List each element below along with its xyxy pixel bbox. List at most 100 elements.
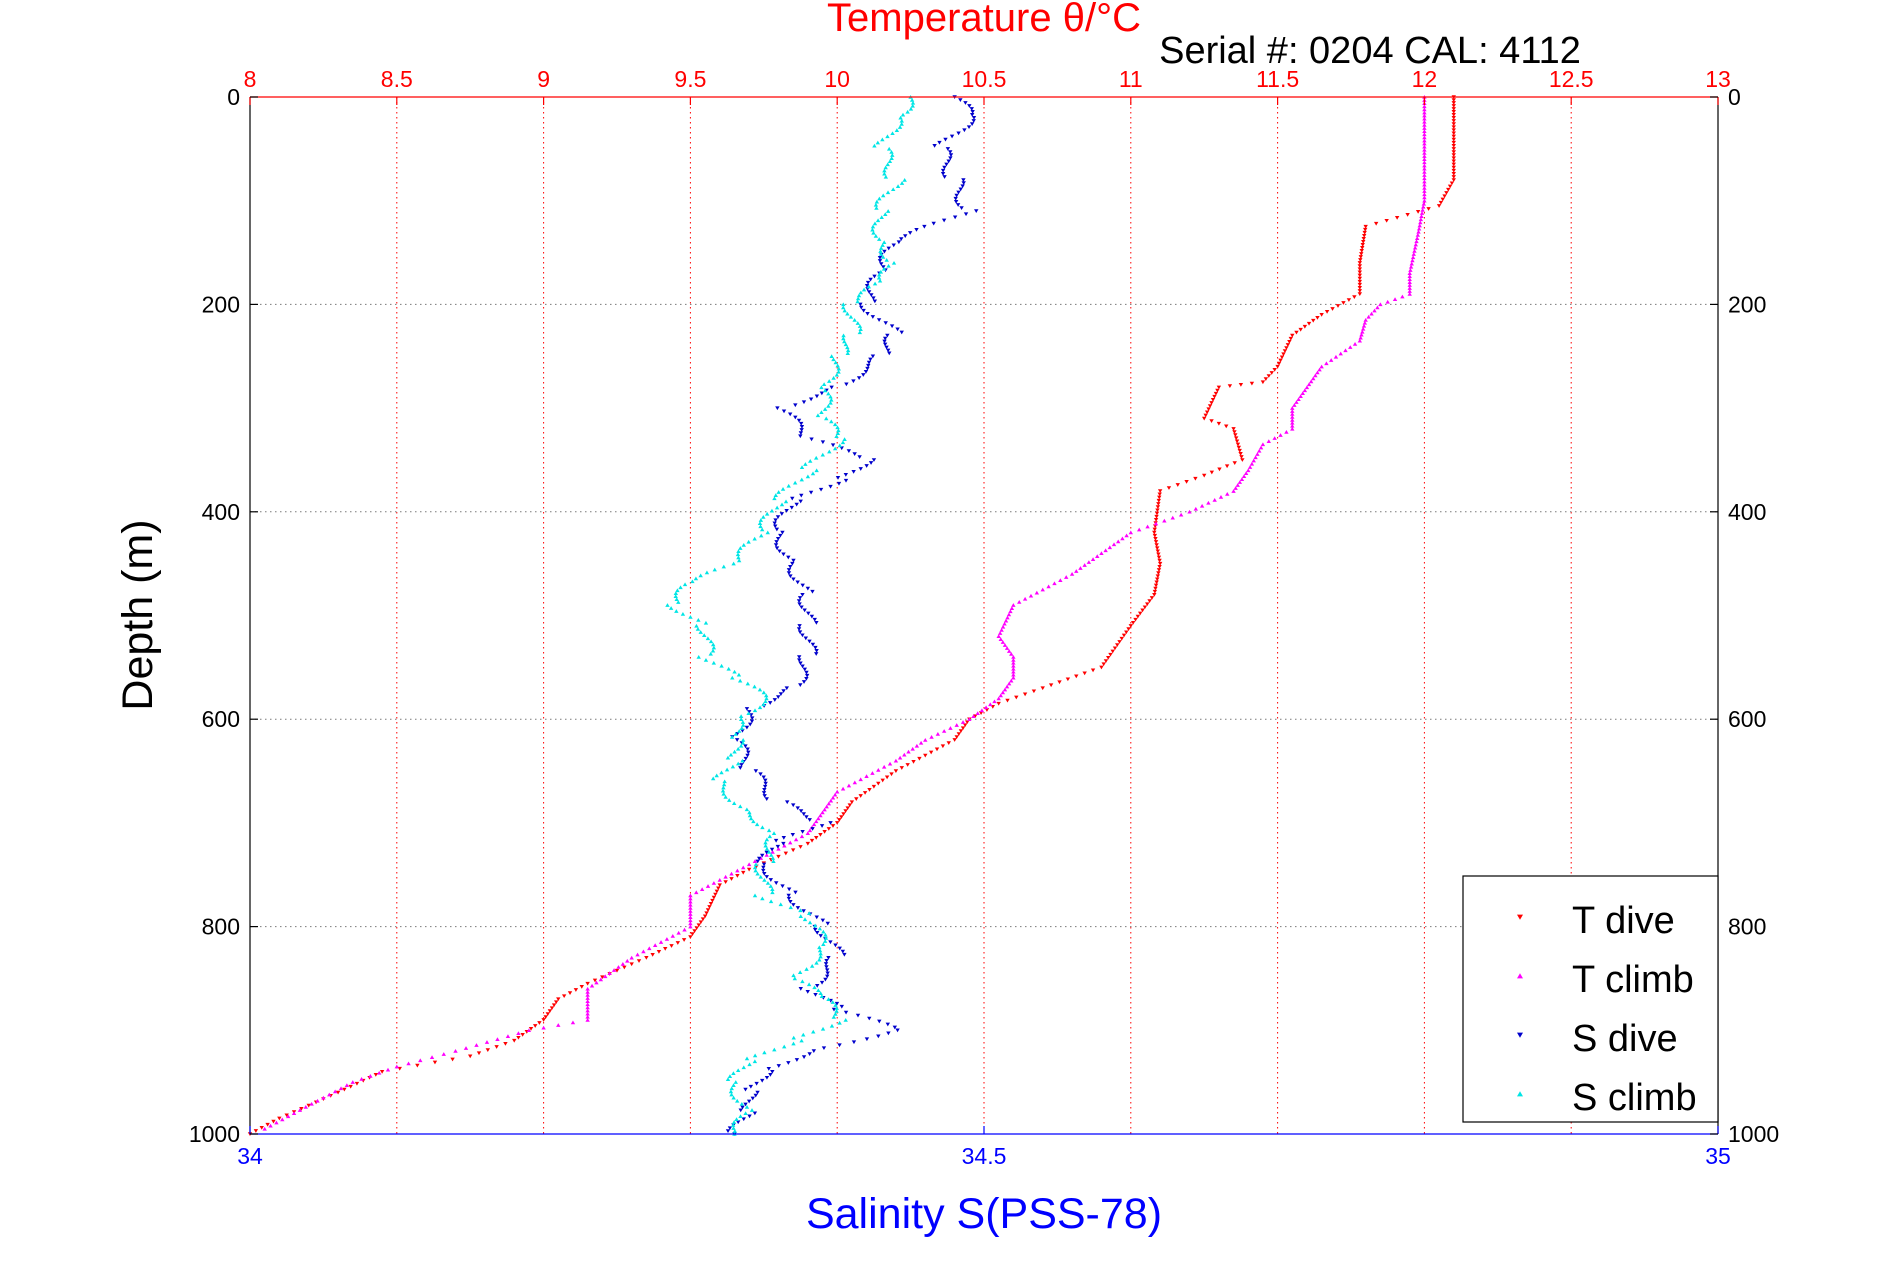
data-point [797, 596, 803, 600]
data-point [1361, 239, 1366, 244]
data-point [1225, 492, 1230, 496]
data-point [791, 558, 796, 563]
data-point [744, 1056, 750, 1061]
data-point [1422, 119, 1427, 124]
data-point [902, 177, 907, 182]
data-point [999, 628, 1004, 632]
data-point [1157, 558, 1162, 563]
data-point [799, 477, 804, 482]
data-point [834, 1006, 839, 1010]
data-point [802, 667, 807, 672]
data-point [758, 524, 763, 529]
data-point [1451, 113, 1456, 117]
data-point [1258, 445, 1264, 450]
data-point [1330, 307, 1335, 311]
data-point [1290, 417, 1295, 422]
data-point [806, 982, 812, 987]
data-point [772, 521, 777, 526]
data-point [825, 971, 830, 976]
data-point [760, 896, 765, 901]
data-point [797, 602, 802, 607]
data-point [673, 591, 679, 596]
data-point [1369, 311, 1374, 316]
data-point [971, 714, 976, 718]
data-point [837, 818, 842, 822]
data-point [1411, 252, 1416, 256]
data-point [814, 652, 819, 656]
data-point [1078, 566, 1083, 570]
data-point [1451, 119, 1456, 123]
data-point [495, 1037, 500, 1041]
data-point [764, 846, 770, 851]
data-point [821, 942, 826, 946]
data-point [753, 868, 758, 873]
data-point [956, 190, 961, 195]
data-point [723, 874, 728, 879]
data-point [831, 1007, 837, 1012]
data-point [830, 795, 836, 800]
data-point [1266, 374, 1271, 378]
data-point [1153, 521, 1159, 526]
data-point [1319, 364, 1324, 369]
data-point [1155, 508, 1160, 513]
data-point [808, 490, 814, 495]
data-point [843, 473, 849, 477]
data-point [665, 603, 670, 607]
data-point [740, 758, 745, 763]
data-point [676, 930, 681, 935]
data-point [1285, 343, 1291, 347]
data-point [675, 941, 681, 945]
data-point [873, 233, 879, 238]
data-point [1451, 153, 1456, 158]
data-point [1451, 125, 1456, 130]
data-point [958, 98, 963, 102]
data-point [806, 911, 812, 916]
data-point [1156, 568, 1162, 572]
data-point [1101, 662, 1106, 667]
data-point [822, 388, 828, 393]
data-point [770, 1070, 775, 1074]
data-point [817, 926, 822, 931]
data-point [876, 275, 882, 280]
data-point [940, 171, 946, 176]
data-point [893, 769, 899, 774]
data-point [736, 549, 741, 553]
data-point [835, 789, 840, 794]
data-point [866, 284, 872, 289]
data-point [830, 824, 836, 828]
data-point [791, 1035, 796, 1040]
data-point [1422, 198, 1427, 203]
data-point [1154, 543, 1159, 547]
data-point [807, 920, 813, 925]
data-point [821, 1046, 827, 1051]
data-point [764, 853, 769, 857]
data-point [875, 140, 881, 145]
data-point [1419, 214, 1424, 219]
data-point [1451, 171, 1456, 176]
data-point [849, 800, 855, 805]
data-point [905, 763, 910, 767]
data-point [1157, 495, 1162, 500]
data-point [809, 964, 815, 968]
data-point [629, 962, 634, 967]
data-point [751, 819, 756, 824]
data-point [1360, 326, 1366, 331]
data-point [1362, 230, 1367, 235]
data-point [1290, 423, 1295, 428]
data-point [1243, 471, 1249, 476]
data-point [829, 419, 834, 424]
data-point [1058, 578, 1063, 583]
data-point [883, 212, 888, 216]
data-point [772, 496, 777, 501]
data-point [960, 184, 965, 189]
data-point [752, 1053, 758, 1058]
data-point [953, 199, 959, 204]
data-point [899, 118, 904, 123]
data-point [332, 1089, 338, 1094]
data-point [1110, 649, 1115, 654]
data-point [776, 695, 781, 699]
data-point [762, 877, 767, 882]
data-point [1133, 617, 1138, 622]
data-point [818, 832, 823, 837]
data-point [956, 131, 961, 136]
